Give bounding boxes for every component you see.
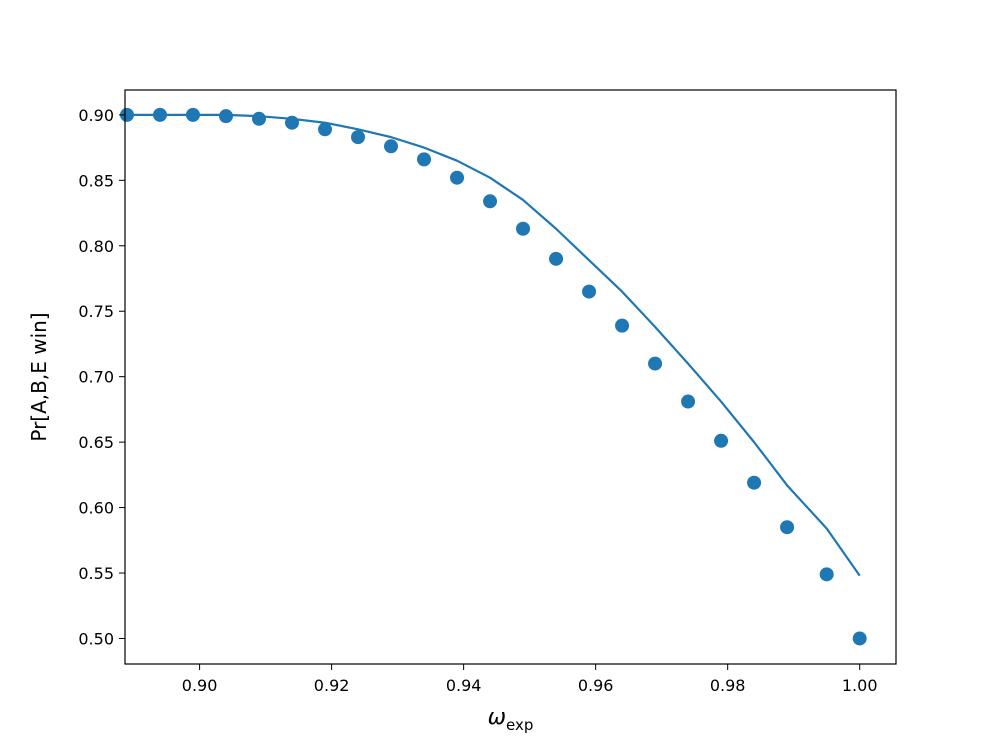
data-point	[450, 170, 465, 185]
y-tick-label: 0.80	[78, 237, 114, 256]
data-point	[852, 631, 867, 646]
data-point	[318, 122, 333, 137]
y-tick-label: 0.75	[78, 302, 114, 321]
y-tick-label: 0.50	[78, 629, 114, 648]
y-tick-label: 0.60	[78, 499, 114, 518]
data-point	[516, 221, 531, 236]
y-tick-label: 0.70	[78, 368, 114, 387]
y-tick-label: 0.55	[78, 564, 114, 583]
data-point	[648, 356, 663, 371]
x-tick-label: 0.96	[578, 676, 614, 695]
series-layer	[119, 107, 867, 646]
data-point	[714, 433, 729, 448]
data-point	[681, 394, 696, 409]
data-point	[483, 194, 498, 209]
data-point	[417, 152, 432, 167]
x-axis-label-subscript: exp	[506, 716, 533, 734]
data-point	[780, 520, 795, 535]
y-tick-label: 0.85	[78, 171, 114, 190]
data-point	[819, 567, 834, 582]
y-axis-label: Pr[A,B,E win]	[27, 312, 51, 441]
plot-frame	[124, 89, 897, 665]
data-point	[384, 139, 399, 154]
x-axis-label-symbol: ω	[488, 705, 506, 730]
x-tick-label: 1.00	[842, 676, 878, 695]
data-point	[615, 318, 630, 333]
data-point	[582, 284, 597, 299]
data-point	[549, 251, 564, 266]
x-tick-label: 0.94	[446, 676, 482, 695]
data-point	[351, 130, 366, 145]
x-tick-label: 0.90	[182, 676, 218, 695]
y-tick-label: 0.90	[78, 106, 114, 125]
x-tick-label: 0.92	[314, 676, 350, 695]
x-axis: 0.90 0.92 0.94 0.96 0.98 1.00	[182, 664, 878, 695]
y-tick-label: 0.65	[78, 433, 114, 452]
x-tick-label: 0.98	[710, 676, 746, 695]
series-line	[126, 113, 861, 577]
y-axis: 0.50 0.55 0.60 0.65 0.70 0.75 0.80 0.85 0.90	[78, 106, 125, 648]
data-point	[747, 475, 762, 490]
data-point	[219, 109, 233, 124]
data-point	[252, 111, 266, 126]
x-axis-label: ωexp	[488, 705, 534, 734]
